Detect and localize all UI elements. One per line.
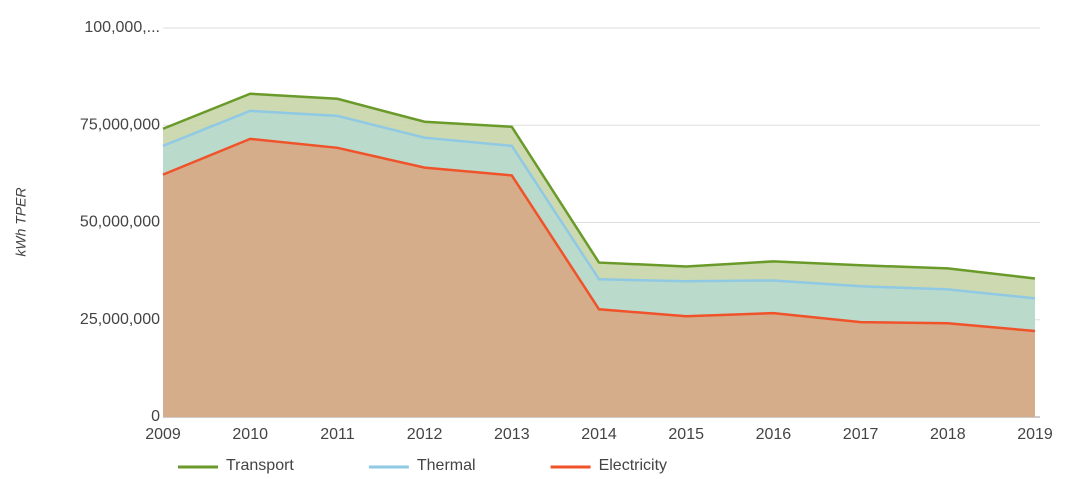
- y-axis-label: kWh TPER: [13, 187, 29, 256]
- series-line: [162, 109, 1036, 300]
- y-tick-label: 50,000,000: [80, 214, 160, 231]
- y-tick-label: 25,000,000: [80, 311, 160, 328]
- legend-label: Thermal: [417, 457, 476, 474]
- legend-label: Transport: [226, 457, 294, 474]
- y-tick-label: 0: [151, 408, 160, 425]
- y-tick-label: 75,000,000: [80, 116, 160, 133]
- x-tick-label: 2014: [581, 426, 617, 443]
- x-tick-label: 2016: [756, 426, 792, 443]
- x-tick-label: 2018: [930, 426, 966, 443]
- y-tick-label: 100,000,...: [84, 19, 160, 36]
- x-tick-label: 2011: [320, 426, 355, 443]
- x-tick-label: 2012: [407, 426, 443, 443]
- legend-label: Electricity: [599, 457, 667, 474]
- series-line: [162, 92, 1036, 280]
- series-line: [162, 137, 1036, 333]
- x-tick-label: 2017: [843, 426, 879, 443]
- x-tick-label: 2019: [1017, 426, 1053, 443]
- x-tick-label: 2009: [145, 426, 181, 443]
- x-tick-label: 2013: [494, 426, 530, 443]
- x-tick-label: 2010: [232, 426, 268, 443]
- x-tick-label: 2015: [668, 426, 704, 443]
- area-fill: [163, 138, 1035, 418]
